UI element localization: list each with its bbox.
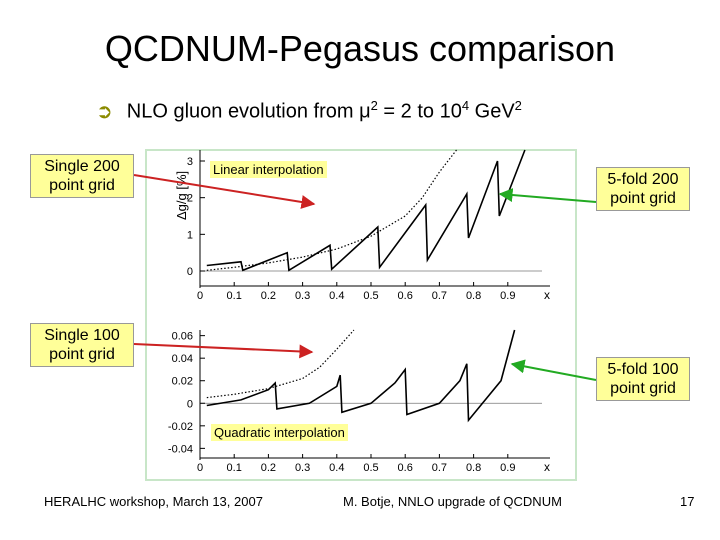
x-tick-label: 0 — [197, 462, 203, 474]
y-tick-label: -0.02 — [168, 421, 193, 433]
arrow-single100 — [133, 343, 314, 359]
callout-single200: Single 200 point grid — [30, 154, 134, 198]
x-tick-label: 0.1 — [227, 462, 242, 474]
x-tick-label: 0 — [197, 290, 203, 302]
footer-center: M. Botje, NNLO upgrade of QCDNUM — [343, 494, 562, 509]
x-axis-label: x — [544, 460, 550, 474]
x-axis-label: x — [544, 288, 550, 302]
y-tick-label: 0.04 — [172, 353, 193, 365]
subtitle-exp1: 2 — [370, 98, 378, 113]
x-tick-label: 0.1 — [227, 290, 242, 302]
callout-single100: Single 100 point grid — [30, 323, 134, 367]
series-line-1-1 — [206, 329, 516, 423]
y-axis-label: Δg/g [%] — [174, 171, 189, 220]
y-tick-label: 0.02 — [172, 376, 193, 388]
x-tick-label: 0.5 — [363, 462, 378, 474]
y-tick-label: 2 — [187, 193, 193, 205]
x-tick-label: 0.7 — [432, 462, 447, 474]
subtitle-mid: = 2 to 10 — [377, 100, 462, 123]
subtitle-unit: GeV — [469, 100, 515, 123]
x-tick-label: 0.6 — [398, 462, 413, 474]
y-tick-label: 0 — [187, 398, 193, 410]
x-tick-label: 0.8 — [466, 290, 481, 302]
subtitle-prefix: NLO gluon evolution from μ — [126, 100, 371, 123]
arrow-fivefold100 — [510, 359, 597, 381]
x-tick-label: 0.8 — [466, 462, 481, 474]
arrow-bullet-icon: ➲ — [96, 100, 113, 123]
x-tick-label: 0.9 — [500, 290, 515, 302]
arrow-fivefold200 — [498, 188, 597, 203]
subtitle-exp2: 4 — [461, 98, 470, 113]
x-tick-label: 0.5 — [363, 290, 378, 302]
x-tick-label: 0.7 — [432, 290, 447, 302]
x-tick-label: 0.4 — [329, 462, 344, 474]
subtitle: ➲ NLO gluon evolution from μ2 = 2 to 104 … — [96, 98, 522, 124]
tag-linear: Linear interpolation — [210, 161, 327, 178]
y-tick-label: 1 — [187, 229, 193, 241]
x-tick-label: 0.2 — [261, 290, 276, 302]
subtitle-exp3: 2 — [514, 98, 522, 113]
series-line-0-0 — [206, 149, 457, 271]
slide-title: QCDNUM-Pegasus comparison — [104, 28, 616, 69]
tag-quadratic: Quadratic interpolation — [211, 424, 348, 441]
callout-fivefold100: 5-fold 100 point grid — [596, 357, 690, 401]
x-tick-label: 0.2 — [261, 462, 276, 474]
y-tick-label: 0.06 — [172, 331, 193, 343]
x-tick-label: 0.3 — [295, 290, 310, 302]
y-tick-label: 3 — [187, 156, 193, 168]
y-tick-label: 0 — [187, 266, 193, 278]
x-tick-label: 0.3 — [295, 462, 310, 474]
arrow-single200 — [133, 174, 316, 209]
y-tick-label: -0.04 — [168, 443, 193, 455]
footer-left: HERALHC workshop, March 13, 2007 — [44, 494, 263, 509]
callout-fivefold200: 5-fold 200 point grid — [596, 167, 690, 211]
x-tick-label: 0.6 — [398, 290, 413, 302]
x-tick-label: 0.4 — [329, 290, 344, 302]
page-number: 17 — [680, 494, 695, 509]
x-tick-label: 0.9 — [500, 462, 515, 474]
series-line-0-1 — [206, 149, 526, 272]
